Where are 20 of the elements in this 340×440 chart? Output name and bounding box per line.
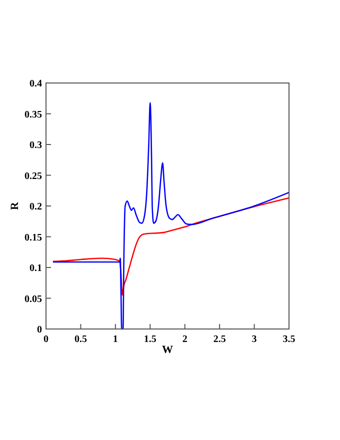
y-tick-label: 0.1 [30, 263, 42, 274]
y-tick-label: 0 [37, 324, 42, 336]
x-tick-label: 1 [112, 334, 118, 345]
line-series [52, 197, 289, 296]
y-tick-label: 0.35 [24, 109, 42, 120]
y-axis-title: R [9, 200, 21, 210]
x-tick-label: 3 [252, 334, 257, 345]
y-tick-label: 0.15 [24, 232, 42, 244]
y-tick-label: 0.3 [30, 140, 42, 151]
y-tick-label: 0.2 [30, 202, 42, 212]
y-tick-label: 0.05 [24, 294, 42, 305]
x-tick-label: 3.5 [282, 334, 296, 345]
line-series [52, 102, 289, 330]
x-tick-label: 1.5 [144, 334, 156, 345]
y-tick-label: 0.4 [30, 78, 42, 90]
x-axis-title: W [162, 344, 173, 356]
x-tick-label: 2.5 [213, 334, 226, 345]
x-tick-label: 0.5 [74, 334, 87, 345]
x-tick-label: 2 [182, 334, 188, 345]
y-tick-label: 0.25 [24, 170, 42, 182]
